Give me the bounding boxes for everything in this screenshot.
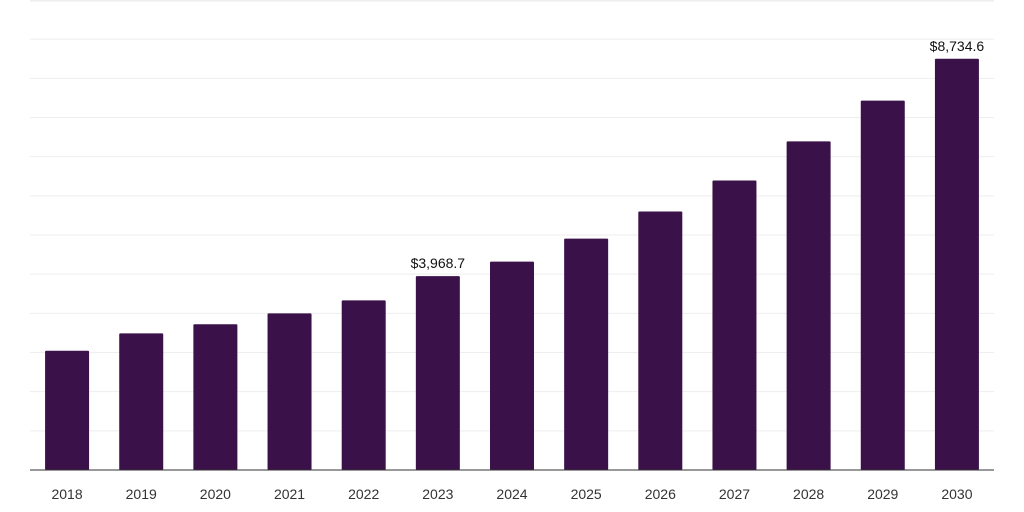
x-tick-label: 2020 bbox=[200, 486, 231, 502]
x-tick-label: 2030 bbox=[941, 486, 972, 502]
bar-2019[interactable] bbox=[119, 333, 164, 470]
x-tick-label: 2022 bbox=[348, 486, 379, 502]
bar-2023[interactable] bbox=[415, 276, 460, 470]
x-tick-label: 2027 bbox=[719, 486, 750, 502]
bar-2018[interactable] bbox=[45, 350, 90, 470]
bar-2025[interactable] bbox=[564, 238, 609, 470]
bar-2030[interactable] bbox=[934, 58, 979, 470]
bar-2029[interactable] bbox=[860, 100, 905, 471]
data-label-2023: $3,968.7 bbox=[411, 255, 466, 271]
bar-2022[interactable] bbox=[341, 300, 386, 470]
bars bbox=[45, 58, 979, 471]
x-tick-label: 2021 bbox=[274, 486, 305, 502]
bar-2027[interactable] bbox=[712, 180, 757, 470]
data-labels: $3,968.7 $8,734.6 bbox=[411, 38, 985, 271]
x-tick-label: 2026 bbox=[645, 486, 676, 502]
bar-2024[interactable] bbox=[490, 261, 534, 470]
data-label-2030: $8,734.6 bbox=[930, 38, 985, 54]
bar-2026[interactable] bbox=[638, 211, 683, 471]
x-tick-label: 2025 bbox=[571, 486, 602, 502]
x-tick-label: 2029 bbox=[867, 486, 898, 502]
x-tick-label: 2024 bbox=[496, 486, 527, 502]
x-tick-labels: 2018 2019 2020 2021 2022 2023 2024 2025 2026 2027… bbox=[51, 486, 972, 502]
bar-2028[interactable] bbox=[786, 141, 831, 470]
bar-2020[interactable] bbox=[193, 324, 238, 470]
x-tick-label: 2028 bbox=[793, 486, 824, 502]
x-tick-label: 2018 bbox=[51, 486, 82, 502]
x-tick-label: 2023 bbox=[422, 486, 453, 502]
bar-2021[interactable] bbox=[267, 313, 312, 470]
x-tick-label: 2019 bbox=[126, 486, 157, 502]
